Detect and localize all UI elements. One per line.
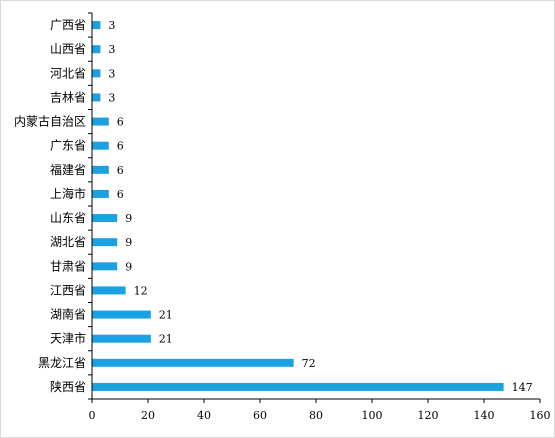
data-label: 3 [108,19,115,32]
data-label: 9 [125,212,132,225]
labels-layer: 陕西省 147 黑龙江省 72 天津市 21 湖南省 21 江西省 12 甘肃省 9 湖北省 9 山东省 9 上… [14,18,551,422]
category-label: 湖南省 [50,307,86,322]
bar-江西省 [92,286,126,295]
data-label: 6 [117,140,124,153]
category-label: 广东省 [50,139,86,153]
data-label: 9 [125,236,132,249]
data-label: 3 [108,43,115,56]
x-tick-label: 120 [418,409,439,422]
bar-内蒙古自治区 [92,117,109,126]
category-label: 天津市 [50,331,86,346]
x-tick-label: 80 [309,409,323,422]
bar-吉林省 [92,93,101,102]
bar-湖南省 [92,310,151,319]
category-label: 广西省 [50,18,86,32]
bar-黑龙江省 [92,358,294,367]
x-tick-label: 100 [362,409,383,422]
bar-广东省 [92,141,109,150]
category-label: 江西省 [50,283,86,297]
data-label: 3 [108,91,115,104]
category-label: 山西省 [50,42,86,56]
bar-湖北省 [92,238,118,247]
bars-layer [92,21,504,391]
category-label: 湖北省 [50,234,86,249]
data-label: 6 [117,116,124,129]
category-label: 内蒙古自治区 [14,114,86,129]
bar-山西省 [92,45,101,54]
bar-甘肃省 [92,262,118,271]
category-label: 陕西省 [50,379,86,394]
data-label: 6 [117,164,124,177]
category-label: 山东省 [50,211,86,225]
category-label: 甘肃省 [50,259,86,273]
data-label: 72 [302,357,316,370]
x-tick-label: 60 [253,409,267,422]
x-tick-label: 0 [89,409,96,422]
data-label: 21 [159,333,173,346]
bar-福建省 [92,165,109,174]
bar-上海市 [92,189,109,198]
category-label: 黑龙江省 [38,356,86,370]
category-label: 吉林省 [50,90,86,104]
bar-陕西省 [92,382,504,391]
x-tick-label: 20 [141,409,155,422]
category-label: 上海市 [50,186,86,201]
bar-广西省 [92,21,101,30]
data-label: 3 [108,67,115,80]
x-tick-label: 160 [530,409,551,422]
axis-layer [88,12,541,403]
bar-河北省 [92,69,101,78]
category-label: 福建省 [50,162,86,177]
x-tick-label: 40 [197,409,211,422]
category-label: 河北省 [50,66,86,80]
data-label: 6 [117,188,124,201]
data-label: 9 [125,260,132,273]
bar-天津市 [92,334,151,343]
data-label: 21 [159,309,173,322]
data-label: 147 [512,381,533,394]
x-tick-label: 140 [474,409,495,422]
data-label: 12 [134,284,148,297]
bar-山东省 [92,214,118,223]
